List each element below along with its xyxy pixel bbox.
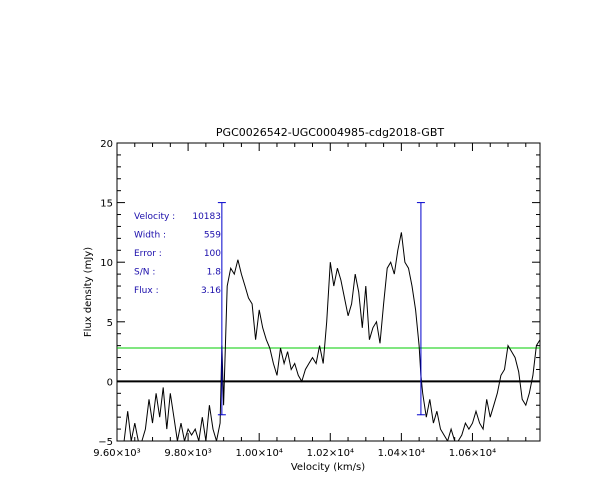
annotation-value: 3.16 — [201, 286, 221, 296]
y-tick-label: 5 — [107, 318, 113, 329]
x-axis-ticks: 9.60×10³ 9.80×10³ 1.00×10⁴ 1.02×10⁴ 1.04×10⁴… — [93, 143, 527, 459]
annotation-value: 1.8 — [207, 268, 222, 278]
y-tick-label: 20 — [100, 139, 113, 150]
annotation-label: S/N : — [134, 268, 155, 278]
measurement-annotations: Velocity : 10183 Width : 559 Error : 100 S/N :… — [134, 212, 221, 296]
annotation-label: Flux : — [134, 286, 159, 296]
y-tick-label: 15 — [100, 199, 113, 210]
x-tick-label: 9.80×10³ — [164, 448, 211, 459]
annotation-label: Width : — [134, 231, 166, 241]
annotation-label: Velocity : — [134, 212, 175, 222]
y-axis-title: Flux density (mJy) — [83, 247, 94, 337]
y-tick-label: 0 — [107, 377, 113, 388]
window-markers — [217, 202, 425, 416]
annotation-value: 559 — [204, 231, 221, 241]
x-axis-title: Velocity (km/s) — [291, 462, 365, 473]
plot-frame — [116, 142, 541, 442]
x-tick-label: 1.00×10⁴ — [235, 448, 282, 459]
spectrum-series-line — [117, 232, 540, 441]
annotation-label: Error : — [134, 249, 162, 259]
annotation-value: 10183 — [192, 212, 221, 222]
x-tick-label: 1.04×10⁴ — [378, 448, 425, 459]
x-tick-label: 1.06×10⁴ — [449, 448, 496, 459]
y-tick-label: 10 — [100, 258, 113, 269]
y-tick-label: −5 — [98, 437, 113, 448]
x-tick-label: 1.02×10⁴ — [307, 448, 354, 459]
annotation-value: 100 — [204, 249, 221, 259]
chart-title: PGC0026542-UGC0004985-cdg2018-GBT — [216, 126, 444, 139]
x-tick-label: 9.60×10³ — [93, 448, 140, 459]
